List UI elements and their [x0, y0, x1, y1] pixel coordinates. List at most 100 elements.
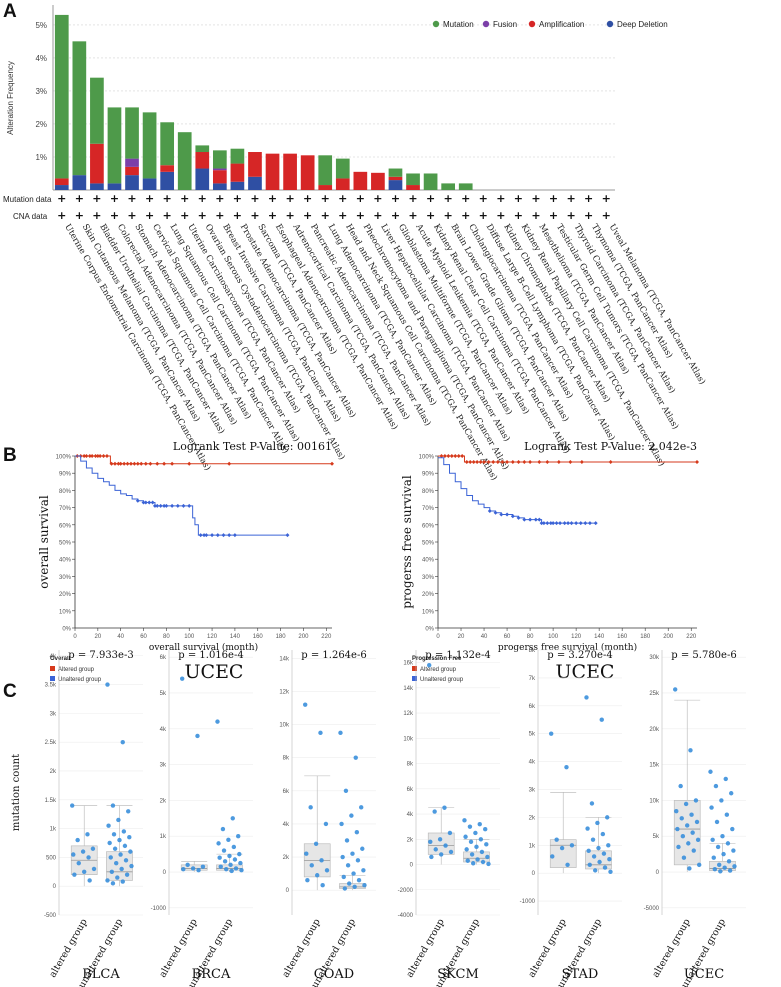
data-point: [685, 823, 690, 828]
data-point: [353, 755, 358, 760]
data-point: [723, 776, 728, 782]
censor-mark: [135, 461, 140, 466]
cna-data-marker: +: [356, 209, 365, 222]
data-point: [695, 837, 701, 842]
y-tick-label: 10k: [279, 723, 290, 729]
data-point: [596, 845, 601, 851]
p-value: p = 1.264e-6: [301, 650, 366, 661]
y-tick-label: 1k: [50, 827, 57, 833]
data-point: [339, 821, 344, 827]
row-label-cna-data: CNA data: [13, 212, 48, 221]
censor-mark: [568, 460, 573, 465]
cancer-label: BRCA: [192, 967, 231, 982]
y-tick-label: 10k: [403, 736, 414, 742]
mutation-data-marker: +: [180, 192, 189, 205]
y-tick-label: 100%: [56, 455, 72, 461]
censor-mark: [116, 461, 121, 466]
data-point: [711, 855, 716, 860]
data-point: [554, 837, 559, 842]
censor-mark: [87, 454, 92, 458]
data-point: [180, 676, 185, 681]
censor-mark: [500, 460, 505, 465]
data-point: [105, 682, 110, 687]
y-tick-label: 60%: [59, 523, 72, 529]
censor-mark: [170, 461, 175, 466]
cna-data-marker: +: [215, 209, 224, 222]
mutation-data-marker: +: [408, 192, 417, 205]
alteration-frequency-chart: 1%2%3%4%5%Alteration Frequency++Uterine …: [3, 5, 708, 482]
data-point: [721, 851, 726, 857]
p-value: p = 3.270e-4: [547, 650, 612, 661]
bar-segment-mutation: [160, 122, 175, 166]
censor-mark: [187, 503, 192, 508]
data-point: [360, 846, 365, 851]
censor-mark: [533, 517, 538, 522]
data-point: [599, 717, 604, 722]
p-value: p = 5.780e-6: [671, 650, 736, 661]
censor-mark: [495, 460, 500, 465]
data-point: [119, 866, 124, 872]
y-tick-label: 20%: [422, 592, 435, 598]
censor-mark: [112, 461, 117, 466]
data-point: [549, 731, 554, 736]
data-point: [480, 859, 486, 865]
censor-mark: [285, 533, 290, 538]
y-tick-label: 30%: [59, 575, 72, 581]
y-tick-label: -1000: [151, 906, 167, 912]
y-tick-label: 4k: [407, 812, 414, 818]
box-plot-blca: -500 0 500 1k 1.5k 2k 2.5k 3k 3.5k 4k p = 7.933e-3…: [11, 650, 143, 987]
x-tick-label: 120: [571, 634, 582, 640]
bar-segment-amplification: [230, 163, 245, 182]
legend-title: Overall: [50, 656, 71, 662]
y-tick-label: 80%: [59, 489, 72, 495]
censor-mark: [493, 510, 498, 515]
data-point: [674, 808, 679, 814]
data-point: [109, 869, 115, 874]
data-point: [586, 848, 591, 854]
cancer-caption: UCEC: [185, 661, 244, 683]
data-point: [324, 868, 330, 873]
censor-mark: [109, 461, 114, 466]
y-tick-label: 2k: [283, 855, 290, 861]
cna-data-marker: +: [566, 209, 575, 222]
censor-mark: [548, 521, 553, 526]
mutation-data-marker: +: [285, 192, 294, 205]
cancer-caption: UCEC: [556, 661, 615, 683]
data-point: [732, 864, 737, 869]
data-point: [477, 821, 482, 827]
y-tick-label: 90%: [59, 472, 72, 478]
legend-marker: [482, 20, 490, 28]
data-point: [315, 873, 320, 878]
bar-segment-deep-deletion: [142, 178, 157, 190]
cna-data-marker: +: [75, 209, 84, 222]
x-tick-label: 180: [640, 634, 651, 640]
y-axis-label: overall survival: [37, 495, 51, 589]
legend-label: Deep Deletion: [617, 20, 668, 29]
data-point: [350, 851, 355, 856]
logrank-pvalue: Logrank Test P-Value: 00161: [173, 440, 332, 453]
panel-label-c: C: [3, 681, 17, 702]
cna-data-marker: +: [584, 209, 593, 222]
legend-label: Altered group: [58, 667, 95, 673]
mutation-data-marker: +: [92, 192, 101, 205]
x-axis-label: progerss free survival (month): [498, 642, 637, 653]
y-tick-label: 0: [656, 870, 660, 876]
data-point: [318, 730, 323, 736]
x-tick-label: 20: [458, 634, 465, 640]
y-tick-label: 100%: [419, 455, 435, 461]
x-tick-label: 140: [594, 634, 605, 640]
data-point: [342, 886, 348, 891]
data-point: [442, 805, 447, 810]
data-point: [730, 826, 735, 832]
data-point: [220, 826, 226, 832]
y-tick-label: 20%: [59, 592, 72, 598]
censor-mark: [468, 460, 473, 465]
censor-mark: [487, 509, 492, 514]
legend-title: Progression Free: [412, 656, 462, 662]
data-point: [304, 851, 309, 856]
data-point: [559, 845, 565, 851]
cna-data-marker: +: [180, 209, 189, 222]
data-point: [462, 818, 467, 823]
